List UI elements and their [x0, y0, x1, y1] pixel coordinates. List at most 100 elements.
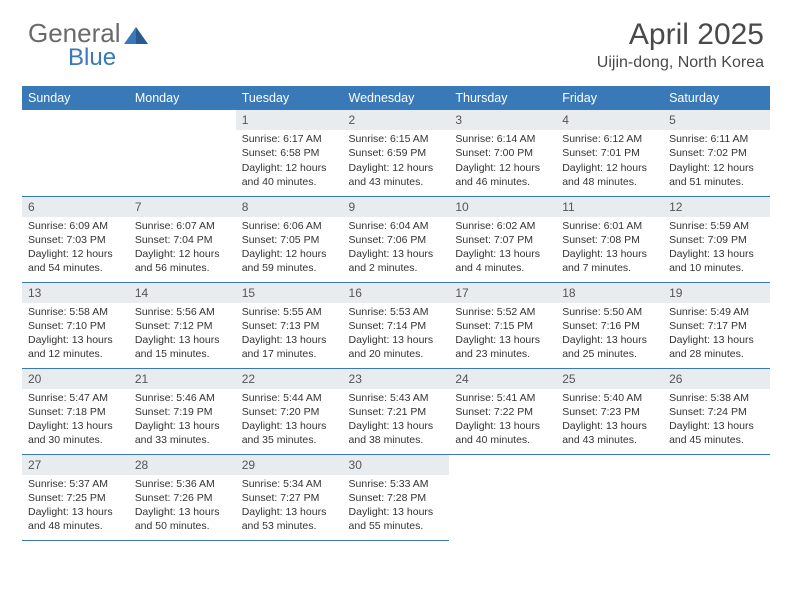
sunset-line: Sunset: 7:15 PM: [455, 319, 550, 333]
sunrise-line: Sunrise: 5:33 AM: [349, 477, 444, 491]
title-block: April 2025 Uijin-dong, North Korea: [597, 18, 764, 72]
sunset-line: Sunset: 6:58 PM: [242, 146, 337, 160]
sunrise-line: Sunrise: 5:55 AM: [242, 305, 337, 319]
sunset-line: Sunset: 7:14 PM: [349, 319, 444, 333]
day-content: Sunrise: 5:56 AMSunset: 7:12 PMDaylight:…: [129, 303, 236, 366]
calendar-cell: [556, 454, 663, 540]
daylight-line: Daylight: 13 hours and 23 minutes.: [455, 333, 550, 361]
day-number: 29: [236, 455, 343, 475]
calendar-cell: 3Sunrise: 6:14 AMSunset: 7:00 PMDaylight…: [449, 110, 556, 196]
sunset-line: Sunset: 7:20 PM: [242, 405, 337, 419]
daylight-line: Daylight: 12 hours and 46 minutes.: [455, 161, 550, 189]
sunrise-line: Sunrise: 6:17 AM: [242, 132, 337, 146]
sunrise-line: Sunrise: 5:59 AM: [669, 219, 764, 233]
calendar-cell: 29Sunrise: 5:34 AMSunset: 7:27 PMDayligh…: [236, 454, 343, 540]
day-number: 13: [22, 283, 129, 303]
day-number: 5: [663, 110, 770, 130]
sunrise-line: Sunrise: 6:06 AM: [242, 219, 337, 233]
day-content: Sunrise: 6:11 AMSunset: 7:02 PMDaylight:…: [663, 130, 770, 193]
sunrise-line: Sunrise: 5:47 AM: [28, 391, 123, 405]
calendar-cell: [129, 110, 236, 196]
day-content: Sunrise: 5:40 AMSunset: 7:23 PMDaylight:…: [556, 389, 663, 452]
calendar-cell: 5Sunrise: 6:11 AMSunset: 7:02 PMDaylight…: [663, 110, 770, 196]
calendar-cell: [449, 454, 556, 540]
day-content: Sunrise: 5:47 AMSunset: 7:18 PMDaylight:…: [22, 389, 129, 452]
calendar-cell: 12Sunrise: 5:59 AMSunset: 7:09 PMDayligh…: [663, 196, 770, 282]
day-number: 22: [236, 369, 343, 389]
calendar-cell: 20Sunrise: 5:47 AMSunset: 7:18 PMDayligh…: [22, 368, 129, 454]
day-content: Sunrise: 5:58 AMSunset: 7:10 PMDaylight:…: [22, 303, 129, 366]
sunset-line: Sunset: 7:05 PM: [242, 233, 337, 247]
sunset-line: Sunset: 7:23 PM: [562, 405, 657, 419]
sunrise-line: Sunrise: 5:52 AM: [455, 305, 550, 319]
day-content: Sunrise: 6:01 AMSunset: 7:08 PMDaylight:…: [556, 217, 663, 280]
month-title: April 2025: [597, 18, 764, 52]
calendar-body: 1Sunrise: 6:17 AMSunset: 6:58 PMDaylight…: [22, 110, 770, 540]
daylight-line: Daylight: 13 hours and 25 minutes.: [562, 333, 657, 361]
brand-logo: General Blue: [28, 18, 151, 49]
calendar-cell: 7Sunrise: 6:07 AMSunset: 7:04 PMDaylight…: [129, 196, 236, 282]
day-number: 4: [556, 110, 663, 130]
day-content: Sunrise: 5:44 AMSunset: 7:20 PMDaylight:…: [236, 389, 343, 452]
day-number: 11: [556, 197, 663, 217]
sunset-line: Sunset: 7:26 PM: [135, 491, 230, 505]
calendar-cell: 30Sunrise: 5:33 AMSunset: 7:28 PMDayligh…: [343, 454, 450, 540]
daylight-line: Daylight: 12 hours and 43 minutes.: [349, 161, 444, 189]
daylight-line: Daylight: 13 hours and 38 minutes.: [349, 419, 444, 447]
sunrise-line: Sunrise: 6:14 AM: [455, 132, 550, 146]
sunrise-line: Sunrise: 5:56 AM: [135, 305, 230, 319]
sunset-line: Sunset: 7:02 PM: [669, 146, 764, 160]
sunset-line: Sunset: 7:01 PM: [562, 146, 657, 160]
daylight-line: Daylight: 13 hours and 12 minutes.: [28, 333, 123, 361]
sunrise-line: Sunrise: 6:07 AM: [135, 219, 230, 233]
day-number: 6: [22, 197, 129, 217]
daylight-line: Daylight: 13 hours and 28 minutes.: [669, 333, 764, 361]
sunset-line: Sunset: 7:00 PM: [455, 146, 550, 160]
daylight-line: Daylight: 12 hours and 48 minutes.: [562, 161, 657, 189]
day-content: Sunrise: 6:12 AMSunset: 7:01 PMDaylight:…: [556, 130, 663, 193]
calendar-cell: 19Sunrise: 5:49 AMSunset: 7:17 PMDayligh…: [663, 282, 770, 368]
sunrise-line: Sunrise: 5:50 AM: [562, 305, 657, 319]
day-content: Sunrise: 6:15 AMSunset: 6:59 PMDaylight:…: [343, 130, 450, 193]
day-content: Sunrise: 5:50 AMSunset: 7:16 PMDaylight:…: [556, 303, 663, 366]
day-number: 17: [449, 283, 556, 303]
brand-name-b: Blue: [68, 44, 116, 72]
calendar-cell: 28Sunrise: 5:36 AMSunset: 7:26 PMDayligh…: [129, 454, 236, 540]
sunset-line: Sunset: 7:08 PM: [562, 233, 657, 247]
sunrise-line: Sunrise: 5:49 AM: [669, 305, 764, 319]
sunrise-line: Sunrise: 6:15 AM: [349, 132, 444, 146]
calendar-row: 6Sunrise: 6:09 AMSunset: 7:03 PMDaylight…: [22, 196, 770, 282]
day-content: Sunrise: 5:34 AMSunset: 7:27 PMDaylight:…: [236, 475, 343, 538]
day-number: 15: [236, 283, 343, 303]
daylight-line: Daylight: 13 hours and 35 minutes.: [242, 419, 337, 447]
day-content: Sunrise: 5:33 AMSunset: 7:28 PMDaylight:…: [343, 475, 450, 538]
daylight-line: Daylight: 13 hours and 2 minutes.: [349, 247, 444, 275]
sunset-line: Sunset: 7:22 PM: [455, 405, 550, 419]
day-number: 1: [236, 110, 343, 130]
sunset-line: Sunset: 7:28 PM: [349, 491, 444, 505]
sunrise-line: Sunrise: 5:40 AM: [562, 391, 657, 405]
day-content: Sunrise: 5:53 AMSunset: 7:14 PMDaylight:…: [343, 303, 450, 366]
sunrise-line: Sunrise: 5:37 AM: [28, 477, 123, 491]
sunset-line: Sunset: 7:12 PM: [135, 319, 230, 333]
location-label: Uijin-dong, North Korea: [597, 54, 764, 72]
day-content: Sunrise: 5:52 AMSunset: 7:15 PMDaylight:…: [449, 303, 556, 366]
calendar-row: 13Sunrise: 5:58 AMSunset: 7:10 PMDayligh…: [22, 282, 770, 368]
weekday-header: Saturday: [663, 86, 770, 110]
daylight-line: Daylight: 13 hours and 55 minutes.: [349, 505, 444, 533]
day-number: 12: [663, 197, 770, 217]
daylight-line: Daylight: 13 hours and 48 minutes.: [28, 505, 123, 533]
sunrise-line: Sunrise: 5:58 AM: [28, 305, 123, 319]
day-content: Sunrise: 5:41 AMSunset: 7:22 PMDaylight:…: [449, 389, 556, 452]
sunrise-line: Sunrise: 5:41 AM: [455, 391, 550, 405]
calendar-cell: 23Sunrise: 5:43 AMSunset: 7:21 PMDayligh…: [343, 368, 450, 454]
brand-triangle-icon: [123, 23, 149, 45]
daylight-line: Daylight: 13 hours and 17 minutes.: [242, 333, 337, 361]
day-number: 26: [663, 369, 770, 389]
day-content: Sunrise: 6:02 AMSunset: 7:07 PMDaylight:…: [449, 217, 556, 280]
day-number: 9: [343, 197, 450, 217]
calendar-cell: [663, 454, 770, 540]
daylight-line: Daylight: 13 hours and 15 minutes.: [135, 333, 230, 361]
sunrise-line: Sunrise: 6:02 AM: [455, 219, 550, 233]
day-content: Sunrise: 6:17 AMSunset: 6:58 PMDaylight:…: [236, 130, 343, 193]
